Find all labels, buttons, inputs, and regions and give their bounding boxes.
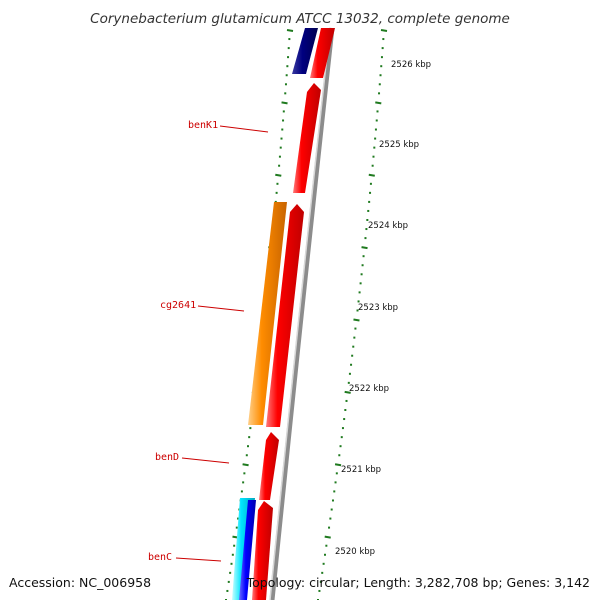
gene-red-bend[interactable] [259,432,279,500]
leader-line-cg2641 [197,305,245,312]
leader-line-benD [181,457,230,464]
outer-tick-ring [317,29,388,600]
genome-summary-text: Topology: circular; Length: 3,282,708 bp… [246,575,590,590]
leader-line-benC [175,557,222,562]
outer-ring-major-tick [375,101,382,105]
gene-labels: benK1 cg2641 benD benC [148,120,269,563]
outer-ring-major-tick [344,390,351,394]
reverse-strand-genes [232,28,318,600]
forward-strand-genes [252,28,335,600]
leader-line-benK1 [219,125,269,133]
genome-backbone [269,27,335,600]
gene-red-top[interactable] [310,28,335,78]
accession-text: Accession: NC_006958 [9,575,151,590]
outer-ring-major-tick [353,318,360,322]
genome-backbone-highlight [269,27,331,600]
inner-ring-major-tick [286,29,294,32]
outer-ring-major-tick [324,535,331,539]
tick-label-2524: 2524 kbp [368,221,408,231]
scale-labels: 2526 kbp 2525 kbp 2524 kbp 2523 kbp 2522… [335,60,431,557]
gene-navy-top[interactable] [292,28,318,74]
gene-label-benK1[interactable]: benK1 [188,120,218,131]
inner-ring-major-tick [281,101,288,105]
tick-label-2526: 2526 kbp [391,60,431,70]
inner-ring-major-tick [242,463,249,467]
gene-blue[interactable] [239,500,256,600]
tick-label-2522: 2522 kbp [349,384,389,394]
gene-red-bottom[interactable] [252,501,273,600]
gene-orange[interactable] [248,202,287,425]
gene-label-benD[interactable]: benD [155,452,179,463]
map-title: Corynebacterium glutamicum ATCC 13032, c… [90,11,510,27]
tick-label-2523: 2523 kbp [358,303,398,313]
outer-ring-major-tick [380,29,388,32]
inner-ring-major-tick [275,173,282,177]
outer-ring-major-tick [361,246,368,250]
outer-ring-major-tick [368,173,375,177]
tick-label-2520: 2520 kbp [335,547,375,557]
tick-label-2521: 2521 kbp [341,465,381,475]
tick-label-2525: 2525 kbp [379,140,419,150]
gene-label-cg2641[interactable]: cg2641 [160,300,196,311]
gene-label-benC[interactable]: benC [148,552,172,563]
gene-red-long[interactable] [266,204,304,427]
gene-red-upper[interactable] [293,83,321,193]
outer-ring-major-tick [334,463,342,467]
